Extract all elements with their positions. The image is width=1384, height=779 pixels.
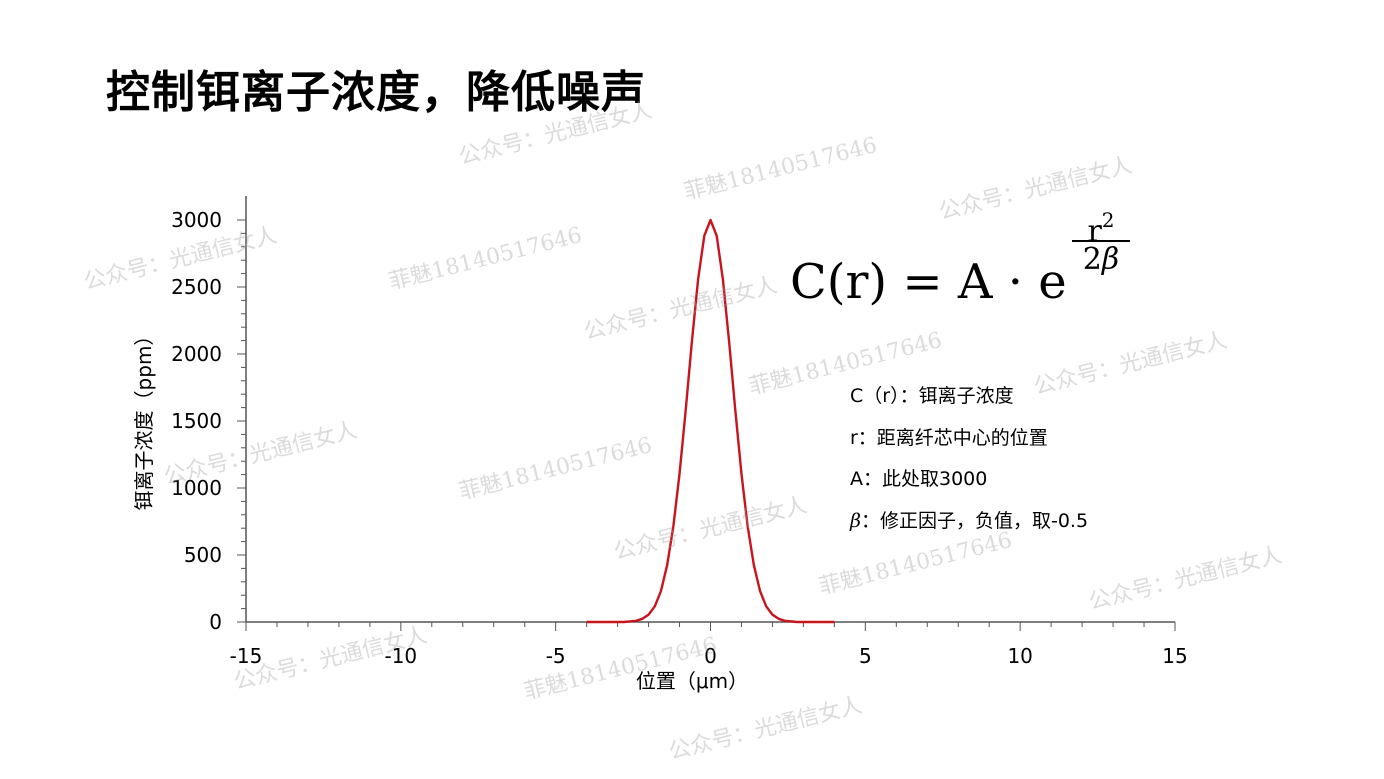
series-line bbox=[586, 218, 835, 624]
exponent-denominator-coef: 2 bbox=[1082, 242, 1102, 277]
x-tick-label: 0 bbox=[704, 644, 717, 668]
note-text: ：修正因子，负值，取-0.5 bbox=[860, 509, 1089, 532]
exponent-numerator-power: 2 bbox=[1101, 208, 1115, 232]
note-beta: β：修正因子，负值，取-0.5 bbox=[850, 501, 1088, 543]
y-tick-label: 2000 bbox=[171, 342, 222, 366]
formula-lhs: C(r) = A · e bbox=[790, 254, 1067, 310]
exponent-denominator: 2β bbox=[1072, 242, 1130, 278]
note-text: r：距离纤芯中心的位置 bbox=[850, 426, 1048, 449]
x-tick-label: 5 bbox=[859, 644, 872, 668]
x-axis-label: 位置（μm） bbox=[636, 669, 748, 693]
y-tick-label: 1000 bbox=[171, 476, 222, 500]
x-tick-label: 10 bbox=[1007, 644, 1032, 668]
note-text: A：此处取3000 bbox=[850, 468, 988, 490]
concentration-formula: C(r) = A · e r2 2β bbox=[790, 198, 1150, 318]
note-amplitude: A：此处取3000 bbox=[850, 459, 1088, 501]
exponent-numerator-base: r bbox=[1087, 214, 1102, 249]
y-axis-label: 铒离子浓度（ppm） bbox=[132, 326, 156, 511]
page-title: 控制铒离子浓度，降低噪声 bbox=[106, 67, 646, 118]
x-tick-label: -15 bbox=[230, 644, 263, 668]
x-tick-label: -5 bbox=[546, 644, 566, 668]
exponent-denominator-symbol: β bbox=[1101, 242, 1120, 277]
x-tick-label: 15 bbox=[1162, 644, 1187, 668]
y-tick-label: 1500 bbox=[171, 409, 222, 433]
y-tick-label: 500 bbox=[184, 543, 222, 567]
x-tick-label: -10 bbox=[384, 644, 417, 668]
exponent-numerator: r2 bbox=[1072, 200, 1130, 249]
note-symbol: β bbox=[850, 509, 861, 532]
y-tick-label: 3000 bbox=[171, 208, 222, 232]
variable-notes: C（r）：铒离子浓度 r：距离纤芯中心的位置 A：此处取3000 β：修正因子，… bbox=[850, 376, 1088, 542]
formula-exponent: r2 2β bbox=[1072, 200, 1130, 278]
y-tick-label: 0 bbox=[209, 610, 222, 634]
y-tick-label: 2500 bbox=[171, 275, 222, 299]
note-concentration: C（r）：铒离子浓度 bbox=[850, 376, 1088, 418]
note-radius: r：距离纤芯中心的位置 bbox=[850, 418, 1088, 460]
note-text: C（r）：铒离子浓度 bbox=[850, 385, 1014, 407]
